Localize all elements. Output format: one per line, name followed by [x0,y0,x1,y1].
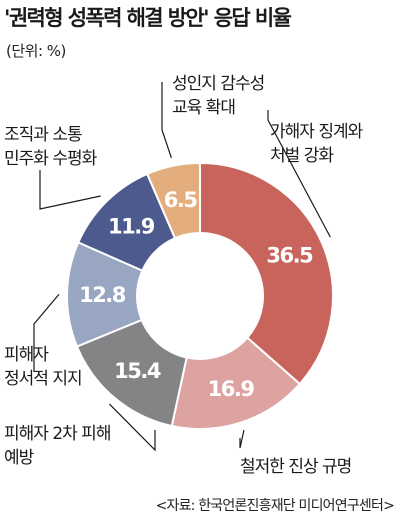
value-label-피해자-정서적-지지: 12.8 [79,283,126,307]
category-label-조직과-소통-민주화-수평화: 조직과 소통 민주화 수평화 [4,125,98,169]
value-label-철저한-진상-규명: 16.9 [208,377,255,401]
value-label-가해자-징계와-처벌-강화: 36.5 [266,244,313,268]
source-note: <자료: 한국언론진흥재단 미디어연구센터> [155,498,395,514]
leader-line-철저한-진상-규명 [239,429,245,449]
leader-line-조직과-소통-민주화-수평화 [39,170,101,210]
category-label-피해자-정서적-지지: 피해자 정서적 지지 [4,345,82,389]
leader-line-피해자-2차-피해-예방 [109,403,156,452]
category-label-피해자-2차-피해-예방: 피해자 2차 피해 예방 [4,424,110,468]
value-label-성인지-감수성-교육-확대: 6.5 [164,188,198,212]
leader-line-가해자-징계와-처벌-강화 [267,110,331,238]
unit-label: (단위: %) [6,42,66,60]
chart-title: '권력형 성폭력 해결 방안' 응답 비율 [4,6,292,30]
slice-가해자-징계와-처벌-강화 [199,161,334,386]
leader-line-피해자-정서적-지지 [33,293,60,372]
value-label-피해자-2차-피해-예방: 15.4 [114,359,161,383]
value-label-조직과-소통-민주화-수평화: 11.9 [108,214,155,238]
slice-성인지-감수성-교육-확대 [145,161,201,240]
category-label-가해자-징계와-처벌-강화: 가해자 징계와 처벌 강화 [270,122,364,166]
category-label-철저한-진상-규명: 철저한 진상 규명 [240,457,351,477]
leader-line-성인지-감수성-교육-확대 [161,82,172,159]
category-label-성인지-감수성-교육-확대: 성인지 감수성 교육 확대 [172,74,264,118]
